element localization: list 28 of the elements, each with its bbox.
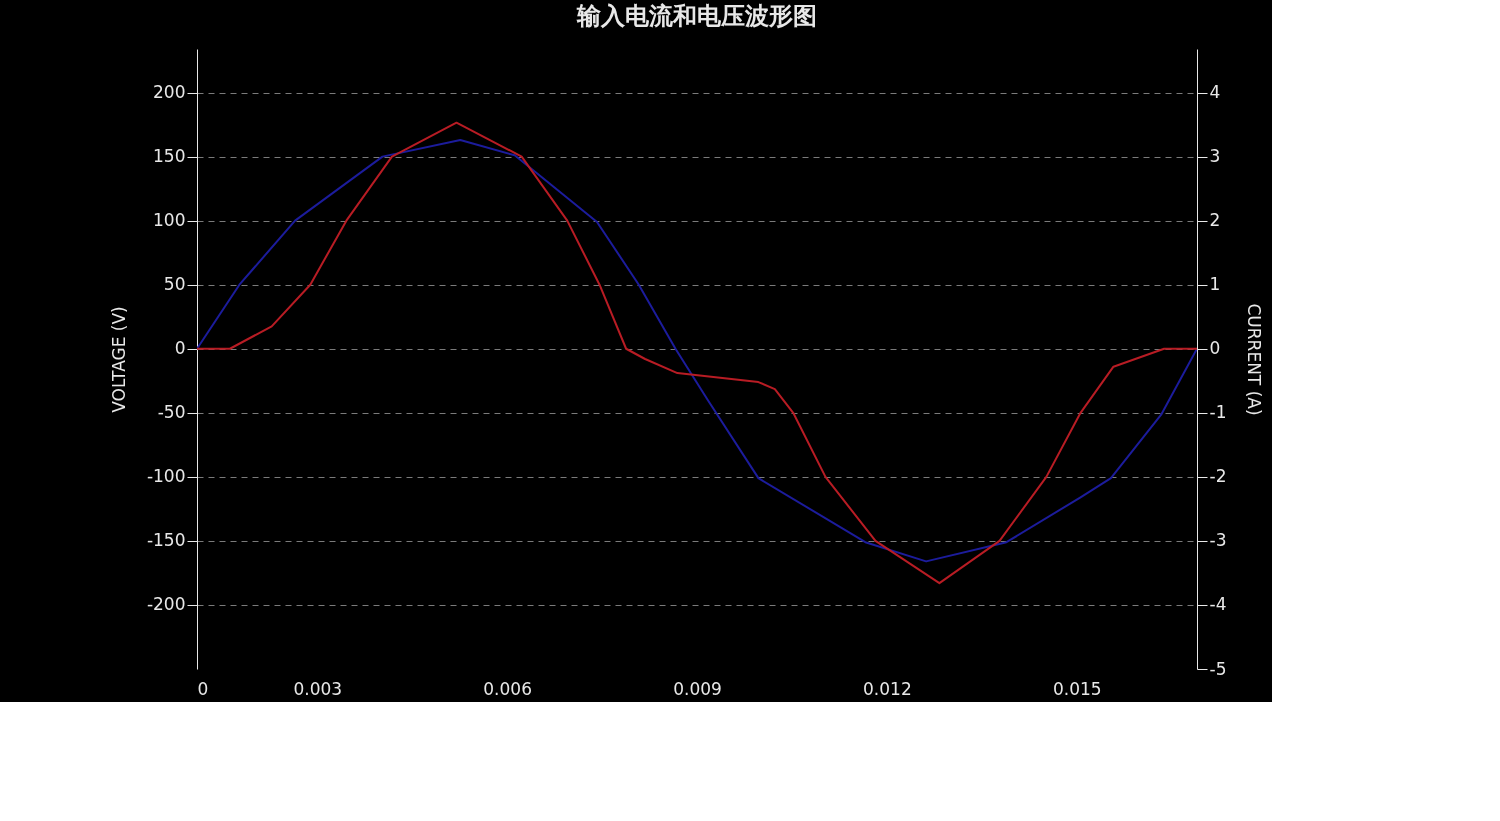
y2-tick-label: -3 [1209,530,1227,551]
y-tick-label: -150 [146,530,186,551]
y2-axis-title: CURRENT (A) [1244,303,1265,416]
y-tick-label: 200 [153,82,186,103]
y-tick-label: -200 [146,594,186,615]
x-tick-label: 0 [197,678,209,699]
y2-tick-label: 0 [1209,338,1221,359]
y2-tick-label: -2 [1209,466,1227,487]
y-axis-title: VOLTAGE (V) [108,306,129,413]
y-tick-label: 0 [174,338,186,359]
x-tick-label: 0.009 [673,678,722,699]
x-tick-label: 0.015 [1052,678,1102,699]
y2-tick-label: 2 [1209,210,1221,231]
y-tick-label: 100 [153,210,186,231]
y-tick-label: -100 [146,466,186,487]
y-tick-label: -50 [157,402,186,423]
x-tick-label: 0.012 [863,678,912,699]
y-tick-label: 150 [153,146,186,167]
y2-tick-label: -1 [1209,402,1227,423]
y-tick-label: 50 [163,274,186,295]
y2-tick-label: -5 [1209,658,1227,679]
y2-tick-label: 4 [1209,82,1221,103]
y2-tick-label: -4 [1209,594,1227,615]
y2-tick-label: 3 [1209,146,1221,167]
x-tick-label: 0.006 [483,678,532,699]
chart-title: 输入电流和电压波形图 [576,2,817,30]
x-tick-label: 0.003 [293,678,343,699]
y2-tick-label: 1 [1209,274,1221,295]
